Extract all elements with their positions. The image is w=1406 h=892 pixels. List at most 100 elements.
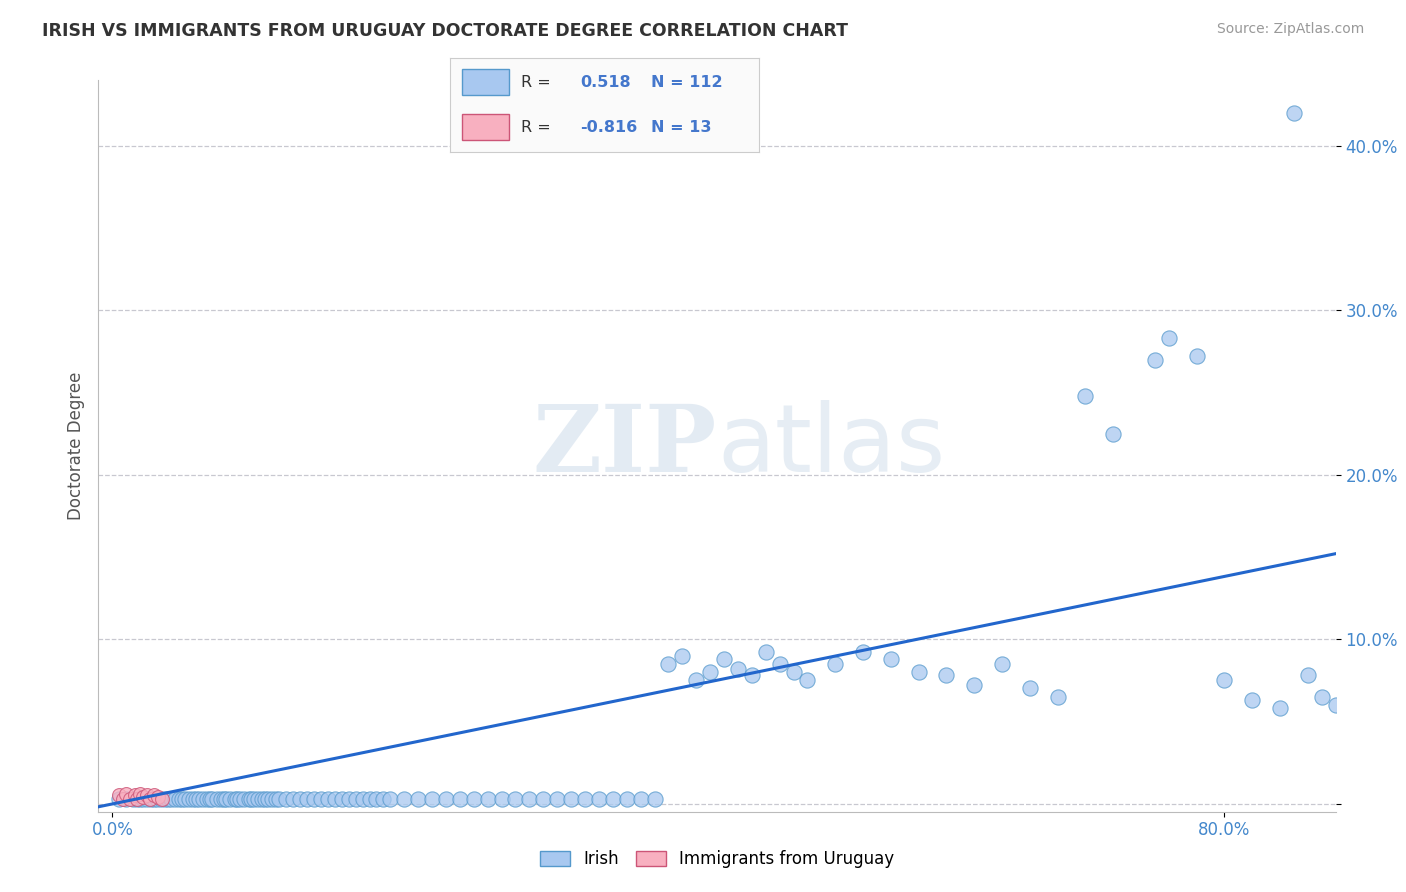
Point xyxy=(215,791,238,805)
Point xyxy=(132,789,155,804)
Text: IRISH VS IMMIGRANTS FROM URUGUAY DOCTORATE DEGREE CORRELATION CHART: IRISH VS IMMIGRANTS FROM URUGUAY DOCTORA… xyxy=(42,22,848,40)
Point xyxy=(149,791,172,805)
Point xyxy=(574,791,596,805)
Point xyxy=(1074,389,1097,403)
Point xyxy=(129,791,152,805)
Point xyxy=(434,791,457,805)
Point xyxy=(187,791,209,805)
Point xyxy=(1241,693,1264,707)
Point xyxy=(477,791,499,805)
Point xyxy=(531,791,554,805)
Text: N = 112: N = 112 xyxy=(651,75,723,90)
Text: Source: ZipAtlas.com: Source: ZipAtlas.com xyxy=(1216,22,1364,37)
Point xyxy=(115,791,138,805)
Text: R =: R = xyxy=(522,75,551,90)
Point xyxy=(302,791,325,805)
Point xyxy=(1296,668,1319,682)
Point xyxy=(226,791,249,805)
Point xyxy=(935,668,957,682)
Point xyxy=(141,791,163,805)
Point xyxy=(139,791,162,805)
Point xyxy=(167,791,190,805)
Point xyxy=(519,791,541,805)
Point xyxy=(252,791,274,805)
Point xyxy=(1018,681,1040,696)
Text: -0.816: -0.816 xyxy=(579,120,637,135)
Point xyxy=(195,791,218,805)
Point xyxy=(546,791,568,805)
Point xyxy=(366,791,388,805)
Point xyxy=(316,791,339,805)
Point xyxy=(671,648,693,663)
Point xyxy=(170,791,193,805)
Point xyxy=(108,791,131,805)
Point xyxy=(247,791,270,805)
Point xyxy=(560,791,582,805)
Point xyxy=(295,791,318,805)
Point xyxy=(136,791,159,805)
Point xyxy=(1046,690,1069,704)
Point xyxy=(163,791,186,805)
Point xyxy=(1102,426,1125,441)
Point xyxy=(588,791,610,805)
Point xyxy=(112,791,135,805)
Point xyxy=(657,657,679,671)
Point xyxy=(337,791,360,805)
Point xyxy=(191,791,214,805)
Text: atlas: atlas xyxy=(717,400,945,492)
Point xyxy=(120,791,142,805)
Point xyxy=(309,791,332,805)
Point xyxy=(254,791,277,805)
Point xyxy=(644,791,666,805)
Point xyxy=(181,791,204,805)
Point xyxy=(266,791,288,805)
Point xyxy=(741,668,763,682)
Point xyxy=(146,791,169,805)
FancyBboxPatch shape xyxy=(463,70,509,95)
Point xyxy=(880,652,903,666)
Point xyxy=(229,791,252,805)
Point xyxy=(1143,352,1166,367)
Point xyxy=(1213,673,1236,688)
Point xyxy=(148,789,170,804)
Point xyxy=(205,791,228,805)
FancyBboxPatch shape xyxy=(463,114,509,140)
Point xyxy=(124,789,146,803)
Point xyxy=(344,791,367,805)
Point xyxy=(1268,701,1291,715)
Text: ZIP: ZIP xyxy=(533,401,717,491)
Point xyxy=(159,791,181,805)
Point xyxy=(269,791,291,805)
Point xyxy=(394,791,416,805)
Point xyxy=(991,657,1014,671)
Point xyxy=(173,791,195,805)
Point xyxy=(288,791,311,805)
Point xyxy=(330,791,353,805)
Point xyxy=(852,645,875,659)
Point xyxy=(143,791,166,805)
Point xyxy=(129,787,152,801)
Point xyxy=(491,791,513,805)
Point xyxy=(108,789,131,803)
Point xyxy=(127,791,149,805)
Point xyxy=(796,673,818,688)
Point xyxy=(219,791,242,805)
Point xyxy=(449,791,471,805)
Point xyxy=(184,791,207,805)
Point xyxy=(262,791,284,805)
Point xyxy=(768,657,790,671)
Legend: Irish, Immigrants from Uruguay: Irish, Immigrants from Uruguay xyxy=(531,842,903,877)
Point xyxy=(359,791,381,805)
Point xyxy=(122,791,145,805)
Point xyxy=(420,791,443,805)
Y-axis label: Doctorate Degree: Doctorate Degree xyxy=(66,372,84,520)
Point xyxy=(233,791,256,805)
Point xyxy=(630,791,652,805)
Point xyxy=(136,789,159,803)
Point xyxy=(274,791,297,805)
Point xyxy=(727,662,749,676)
Text: 0.518: 0.518 xyxy=(579,75,630,90)
Point xyxy=(209,791,232,805)
Point xyxy=(699,665,721,679)
Point xyxy=(685,673,707,688)
